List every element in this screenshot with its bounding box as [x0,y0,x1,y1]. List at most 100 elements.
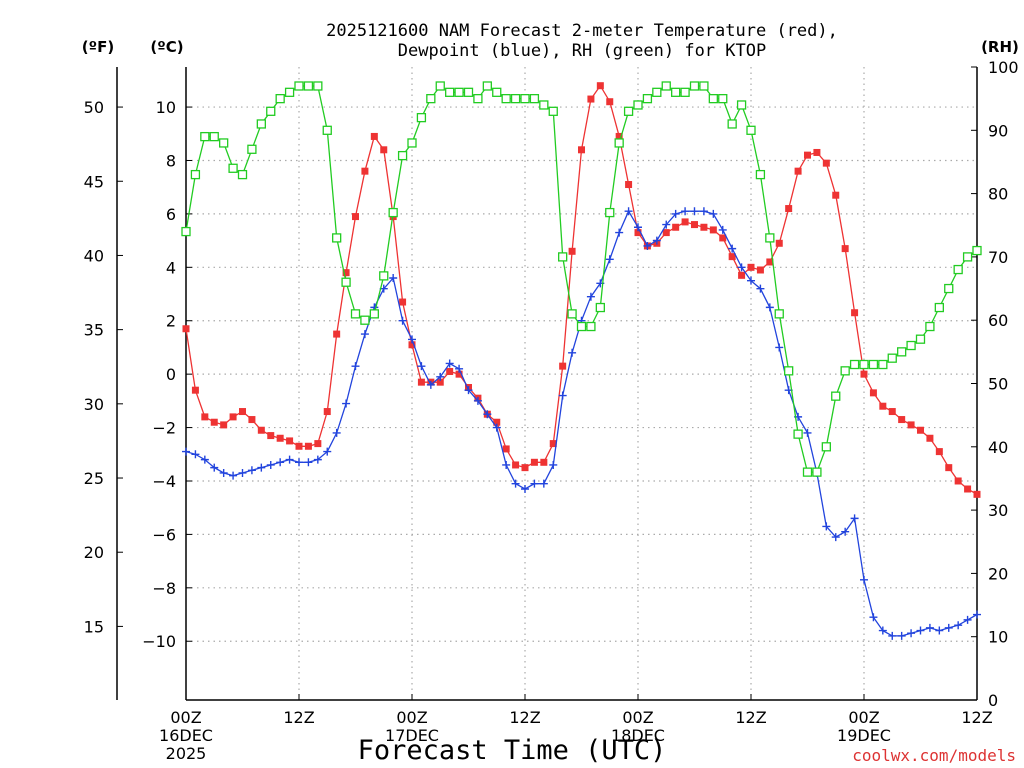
temperature-point [964,485,972,493]
temperature-point [719,234,727,242]
rh-point [567,309,577,319]
temperature-point [709,226,717,234]
temperature-point [549,440,557,448]
temperature-point [304,442,312,450]
temperature-point [333,330,341,338]
temperature-point [220,421,228,429]
rh-point [774,309,784,319]
dewpoint-point [398,316,407,325]
rh-point [812,467,822,477]
rh-point [849,359,860,370]
rh-point [605,207,615,218]
rh-point [642,94,653,104]
rh-point [247,144,257,154]
rh-point [887,353,897,363]
temperature-point [596,82,604,90]
dewpoint-point [765,303,774,312]
temperature-point [869,389,877,397]
rh-point [369,309,379,319]
rh-point [266,106,276,116]
rh-point [341,277,351,287]
rh-point [237,169,248,180]
fahrenheit-tick-label: 35 [84,321,104,340]
dewpoint-point [342,399,351,408]
x-tick-label: 17DEC [385,726,439,745]
dewpoint-point [455,364,464,373]
dewpoint-point [690,207,699,216]
temperature-point [295,442,303,450]
dewpoint-point [841,527,850,536]
rh-point [906,340,916,351]
rh-point [284,87,295,97]
temperature-point [446,367,454,375]
rh-point [915,334,926,344]
dewpoint-point [238,468,247,477]
rh-point [652,87,662,97]
rh-point [482,81,492,91]
rh-point [294,81,304,91]
rh-point [426,94,436,104]
dewpoint-point [775,343,784,352]
temperature-point [493,418,501,426]
rh-tick-label: 60 [988,311,1008,330]
temperature-point [248,416,256,424]
dewpoint-point [473,396,482,405]
rh-point [529,94,540,104]
temperature-point [417,378,425,386]
rh-point [360,315,370,325]
temperature-point [587,95,595,103]
rh-point [802,467,813,477]
dewpoint-point [925,623,934,632]
temperature-point [606,98,614,106]
celsius-tick-label: −6 [152,525,176,544]
dewpoint-point [944,623,953,632]
temperature-point [756,266,764,274]
dewpoint-point [417,362,426,371]
chart-title: 2025121600 NAM Forecast 2-meter Temperat… [326,21,838,41]
rh-point [445,87,455,97]
temperature-point [229,413,237,421]
rh-point [633,100,643,110]
temperature-point [201,413,209,421]
temperature-point [568,247,576,255]
x-tick-label: 12Z [961,708,992,727]
rh-point [332,233,342,243]
dewpoint-point [605,255,614,264]
temperature-point [851,309,859,317]
celsius-tick-label: 4 [166,258,176,277]
rh-point [463,87,474,97]
rh-point [718,94,728,104]
dewpoint-point [756,284,765,293]
rh-point [416,112,427,123]
temperature-point [578,146,585,154]
dewpoint-point [643,241,652,250]
temperature-point [380,146,388,154]
rh-point [765,233,775,243]
temperature-point [361,167,369,175]
dewpoint-point [332,428,341,437]
dewpoint-series [182,207,981,640]
rh-point [200,131,210,142]
rh-point [558,252,568,262]
fahrenheit-tick-label: 20 [84,543,104,562]
temperature-point [352,213,359,221]
dewpoint-point [511,479,520,488]
temperature-point [794,167,802,175]
dewpoint-point [897,631,906,640]
dewpoint-point [285,455,294,464]
temperature-point [907,421,915,429]
temperature-point [813,148,821,156]
dewpoint-point [445,359,454,368]
temperature-point [700,223,708,231]
temperature-point [691,221,698,229]
rh-tick-label: 10 [988,628,1008,647]
fahrenheit-tick-label: 15 [84,617,104,636]
temperature-point [276,434,284,442]
rh-point [623,106,634,116]
rh-point [897,347,907,357]
rh-point [859,359,869,370]
rh-tick-label: 40 [988,438,1008,457]
dewpoint-point [699,207,708,216]
fahrenheit-tick-label: 30 [84,395,104,414]
rh-tick-label: 90 [988,121,1008,140]
